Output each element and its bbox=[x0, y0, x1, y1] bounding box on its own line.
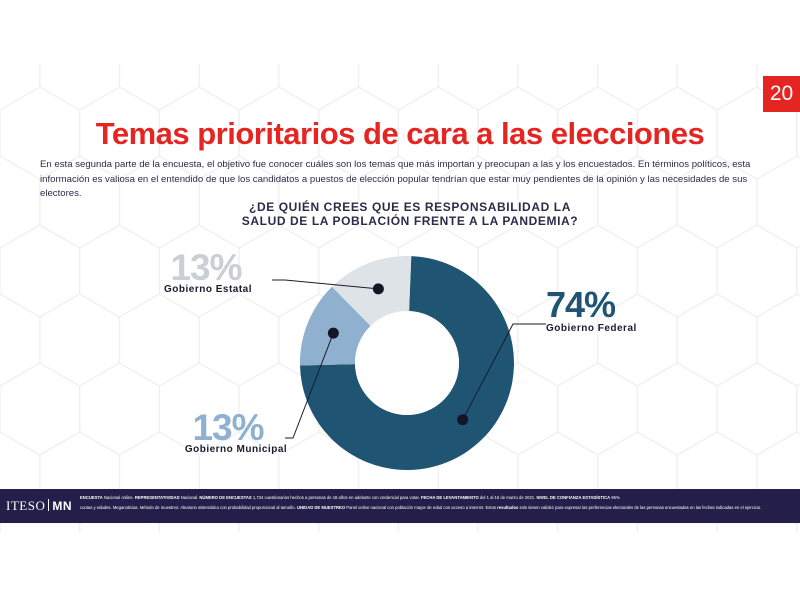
footer-key: NÚMERO DE ENCUESTAS bbox=[199, 495, 252, 500]
footer-key: NIVEL DE CONFIANZA ESTADÍSTICA bbox=[536, 495, 611, 500]
leader-line bbox=[462, 323, 546, 420]
leader-line bbox=[272, 279, 379, 290]
chart-question-line-2: SALUD DE LA POBLACIÓN FRENTE A LA PANDEM… bbox=[241, 214, 579, 228]
slice-marker-dot bbox=[372, 283, 384, 295]
footer-key: FECHA DE LEVANTAMIENTO bbox=[420, 495, 479, 500]
slice-percent-label: 13% bbox=[170, 247, 241, 288]
page-number-badge: 20 bbox=[763, 76, 800, 112]
footer-value: cuotas y edades. Meganoticias. Método de… bbox=[80, 505, 297, 510]
footer-bar: ITESO MN ENCUESTA Nacional online. REPRES… bbox=[0, 489, 800, 523]
slice-category-label: Gobierno Estatal bbox=[164, 284, 252, 295]
slice-percent-label: 74% bbox=[546, 284, 616, 325]
footer-value: Estos bbox=[485, 505, 498, 510]
logo-mn: MN bbox=[52, 499, 73, 513]
footer-value: Panel online nacional con población mayo… bbox=[345, 505, 486, 510]
logo-iteso: ITESO bbox=[6, 498, 46, 513]
chart-question-line-1: ¿DE QUIÉN CREES QUE ES RESPONSABILIDAD L… bbox=[249, 200, 571, 214]
footer-key: ENCUESTA bbox=[80, 495, 103, 500]
methodology-line-1: ENCUESTA Nacional online. REPRESENTATIVI… bbox=[80, 495, 795, 500]
page-title: Temas prioritarios de cara a las eleccio… bbox=[95, 116, 705, 151]
iteso-mn-logo: ITESO MN bbox=[6, 498, 72, 514]
methodology-line-2: cuotas y edades. Meganoticias. Método de… bbox=[80, 505, 795, 510]
leader-line bbox=[285, 332, 334, 439]
footer-value: solo tienen validez para expresar las pr… bbox=[518, 505, 762, 510]
footer-value: 1,734 cuestionarios hechos a personas de… bbox=[251, 495, 421, 500]
slice-marker-dot bbox=[457, 414, 469, 426]
footer-value: 95% bbox=[610, 495, 620, 500]
slice-percent-label: 13% bbox=[192, 407, 263, 448]
donut-slice-gobierno-municipal bbox=[300, 286, 371, 366]
slice-category-label: Gobierno Municipal bbox=[185, 444, 287, 455]
slice-category-label: Gobierno Federal bbox=[546, 323, 637, 334]
footer-value: del 1 al 16 de marzo de 2021. bbox=[478, 495, 537, 500]
footer-value: Nacional online. bbox=[102, 495, 135, 500]
footer-key: UNIDAD DE MUESTREO bbox=[296, 505, 346, 510]
slice-marker-dot bbox=[327, 327, 339, 339]
donut-slice-gobierno-estatal bbox=[331, 256, 412, 326]
intro-paragraph: En esta segunda parte de la encuesta, el… bbox=[40, 159, 751, 199]
chart-question: ¿DE QUIÉN CREES QUE ES RESPONSABILIDAD L… bbox=[205, 200, 615, 228]
logo-separator bbox=[48, 499, 50, 511]
footer-key: resultados bbox=[497, 505, 519, 510]
footer-key: REPRESENTATIVIDAD bbox=[134, 495, 180, 500]
donut-hole bbox=[355, 311, 459, 415]
footer-value: Nacional. bbox=[179, 495, 200, 500]
